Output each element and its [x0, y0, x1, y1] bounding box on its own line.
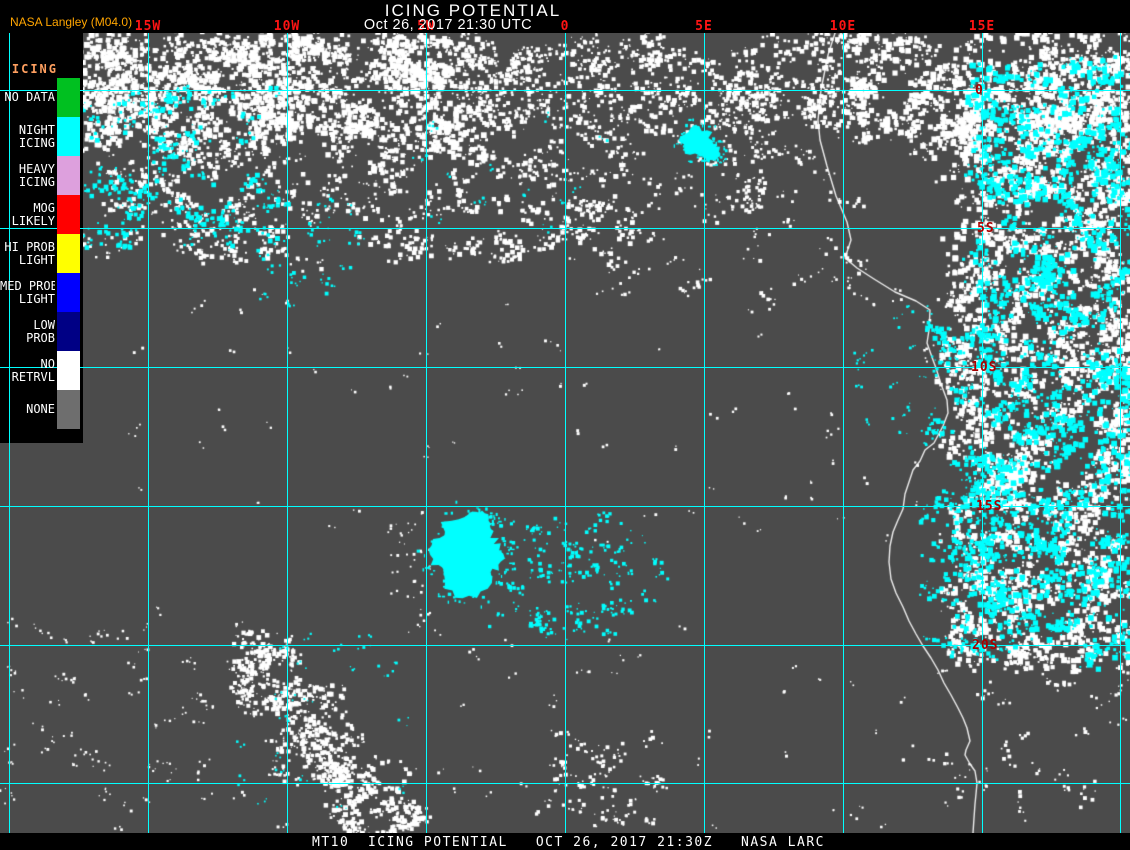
latitude-label: 15S: [976, 499, 1003, 514]
grid-line-horizontal: [0, 367, 1130, 368]
legend-swatch: [57, 390, 80, 429]
legend-label: NIGHT ICING: [18, 123, 55, 150]
grid-line-horizontal: [0, 228, 1130, 229]
grid-line-vertical: [982, 33, 983, 833]
datetime-label: Oct 26, 2017 21:30 UTC: [363, 17, 533, 33]
legend-label: NO RETRVL: [11, 357, 55, 384]
grid-line-vertical: [1120, 33, 1121, 833]
longitude-label: 5W: [417, 19, 435, 34]
grid-line-vertical: [148, 33, 149, 833]
grid-line-vertical: [426, 33, 427, 833]
legend-swatch: [57, 117, 80, 156]
latitude-label: 20S: [972, 638, 999, 653]
legend-swatch: [57, 78, 80, 117]
legend-title: ICING: [11, 62, 58, 76]
longitude-label: 0: [560, 19, 570, 34]
footer-status-text: MT10 ICING POTENTIAL OCT 26, 2017 21:30Z…: [312, 835, 825, 850]
grid-line-vertical: [287, 33, 288, 833]
grid-line-horizontal: [0, 90, 1130, 91]
longitude-label: 5E: [695, 19, 713, 34]
grid-line-horizontal: [0, 783, 1130, 784]
header-bar: 15W 10W 5W 0 5E 10E 15E ICING POTENTIAL Oct 26…: [0, 0, 1130, 34]
grid-line-horizontal: [0, 506, 1130, 507]
legend-panel: ICING NO DATA NIGHT ICING HEAVY ICING MOG L…: [0, 33, 83, 443]
latitude-label: 0: [975, 83, 984, 98]
grid-line-horizontal: [0, 645, 1130, 646]
legend-label: NO DATA: [4, 91, 55, 104]
latitude-label: 5S: [977, 221, 995, 236]
longitude-label: 10W: [273, 19, 301, 34]
legend-label: MED PROB LIGHT: [0, 279, 55, 306]
legend-swatch: [57, 195, 80, 234]
nasa-credit-label: NASA Langley (M04.0): [10, 15, 133, 29]
satellite-map: ICING NO DATA NIGHT ICING HEAVY ICING MOG L…: [0, 33, 1130, 833]
legend-label: LOW PROB: [26, 318, 55, 345]
longitude-label: 10E: [829, 19, 857, 34]
legend-label: NONE: [26, 403, 55, 416]
longitude-label: 15E: [968, 19, 996, 34]
footer-bar: MT10 ICING POTENTIAL OCT 26, 2017 21:30Z…: [0, 833, 1130, 850]
legend-label: HI PROB LIGHT: [4, 240, 55, 267]
grid-line-vertical: [9, 33, 10, 833]
legend-swatch: [57, 351, 80, 390]
longitude-label: 15W: [134, 19, 162, 34]
legend-swatch: [57, 156, 80, 195]
grid-line-vertical: [565, 33, 566, 833]
grid-line-vertical: [843, 33, 844, 833]
legend-label: MOG LIKELY: [11, 201, 55, 228]
grid-line-vertical: [704, 33, 705, 833]
legend-swatch: [57, 312, 80, 351]
page-title: ICING POTENTIAL: [384, 1, 562, 20]
latitude-label: 10S: [971, 360, 998, 375]
legend-swatch: [57, 273, 80, 312]
legend-label: HEAVY ICING: [18, 162, 55, 189]
legend-swatch: [57, 234, 80, 273]
